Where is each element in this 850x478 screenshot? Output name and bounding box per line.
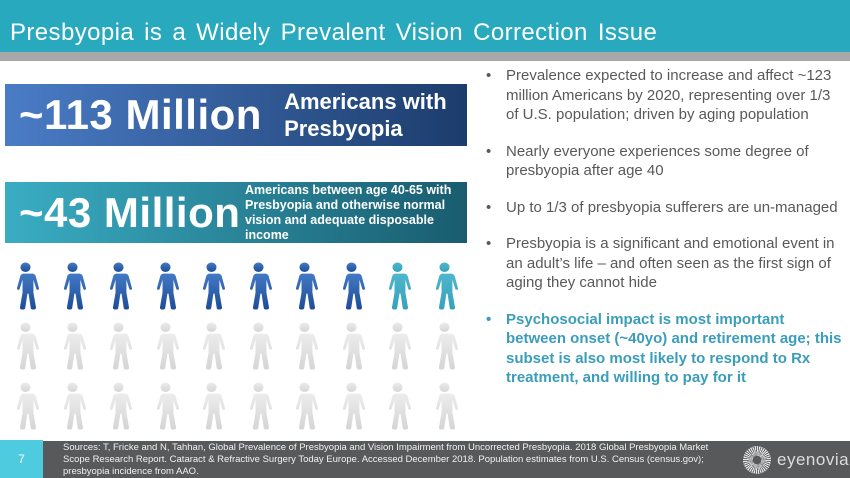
header-divider bbox=[0, 52, 850, 61]
person-icon bbox=[296, 262, 319, 310]
person-icon bbox=[342, 382, 365, 430]
bullet-text: Psychosocial impact is most important be… bbox=[506, 310, 842, 387]
person-icon bbox=[249, 262, 272, 310]
person-icon bbox=[296, 382, 319, 430]
iris-icon bbox=[743, 445, 771, 474]
person-icon bbox=[16, 322, 40, 370]
bullet-item: • Nearly everyone experiences some degree… bbox=[482, 142, 846, 181]
stat-value: ~113 Million bbox=[19, 91, 262, 138]
person-icon bbox=[156, 262, 179, 310]
bullet-item: • Presbyopia is a significant and emotion… bbox=[482, 234, 846, 293]
person-icon bbox=[16, 262, 40, 310]
person-row bbox=[9, 377, 461, 435]
footer: 7 Sources: T, Fricke and N, Tahhan, Glob… bbox=[0, 440, 850, 478]
person-icon bbox=[342, 262, 365, 310]
bullet-marker: • bbox=[486, 310, 492, 328]
person-icon bbox=[156, 322, 179, 370]
stat-label: Americans between age 40-65 with Presbyo… bbox=[245, 182, 452, 242]
person-icon bbox=[435, 322, 458, 370]
logo-text: eyenovia bbox=[777, 449, 850, 469]
person-grid bbox=[9, 257, 461, 437]
bullet-item: • Up to 1/3 of presbyopia sufferers are u… bbox=[482, 198, 846, 218]
person-icon bbox=[249, 382, 272, 430]
person-icon bbox=[435, 262, 458, 310]
person-icon bbox=[110, 382, 133, 430]
person-icon bbox=[342, 322, 365, 370]
person-icon bbox=[389, 382, 412, 430]
person-icon bbox=[203, 262, 226, 310]
bullet-text: Presbyopia is a significant and emotiona… bbox=[506, 235, 835, 291]
person-icon bbox=[389, 322, 412, 370]
bullet-text: Prevalence expected to increase and affe… bbox=[506, 67, 832, 123]
person-icon bbox=[389, 262, 412, 310]
page-number: 7 bbox=[18, 452, 25, 466]
person-icon bbox=[203, 322, 226, 370]
person-icon bbox=[296, 322, 319, 370]
person-icon bbox=[16, 382, 40, 430]
stat-banner-113-million: ~113 Million Americans with Presbyopia bbox=[5, 84, 467, 146]
stat-label: Americans with Presbyopia bbox=[284, 89, 447, 141]
title-bar: Presbyopia is a Widely Prevalent Vision … bbox=[0, 0, 850, 52]
bullet-list: • Prevalence expected to increase and aff… bbox=[482, 66, 846, 405]
person-icon bbox=[110, 262, 133, 310]
person-row bbox=[9, 317, 461, 375]
person-row bbox=[9, 257, 461, 315]
bullet-item: • Prevalence expected to increase and aff… bbox=[482, 66, 846, 125]
stat-value: ~43 Million bbox=[19, 188, 241, 236]
bullet-text: Up to 1/3 of presbyopia sufferers are un… bbox=[506, 198, 838, 216]
person-icon bbox=[203, 382, 226, 430]
person-icon bbox=[156, 382, 179, 430]
person-icon bbox=[63, 382, 86, 430]
stat-banner-43-million: ~43 Million Americans between age 40-65 … bbox=[5, 182, 467, 243]
page-number-box: 7 bbox=[0, 440, 43, 478]
person-icon bbox=[63, 262, 86, 310]
bullet-marker: • bbox=[486, 142, 492, 160]
footer-bar: Sources: T, Fricke and N, Tahhan, Global… bbox=[43, 441, 850, 478]
eyenovia-logo: eyenovia bbox=[743, 445, 850, 474]
person-icon bbox=[63, 322, 86, 370]
person-icon bbox=[249, 322, 272, 370]
bullet-text: Nearly everyone experiences some degree … bbox=[506, 142, 809, 180]
bullet-marker: • bbox=[486, 67, 492, 84]
sources-text: Sources: T, Fricke and N, Tahhan, Global… bbox=[63, 441, 709, 477]
person-icon bbox=[110, 322, 133, 370]
bullet-marker: • bbox=[486, 235, 492, 252]
bullet-item: • Psychosocial impact is most important b… bbox=[482, 310, 846, 388]
person-icon bbox=[435, 382, 458, 430]
page-title: Presbyopia is a Widely Prevalent Vision … bbox=[10, 19, 658, 46]
bullet-marker: • bbox=[486, 198, 492, 216]
